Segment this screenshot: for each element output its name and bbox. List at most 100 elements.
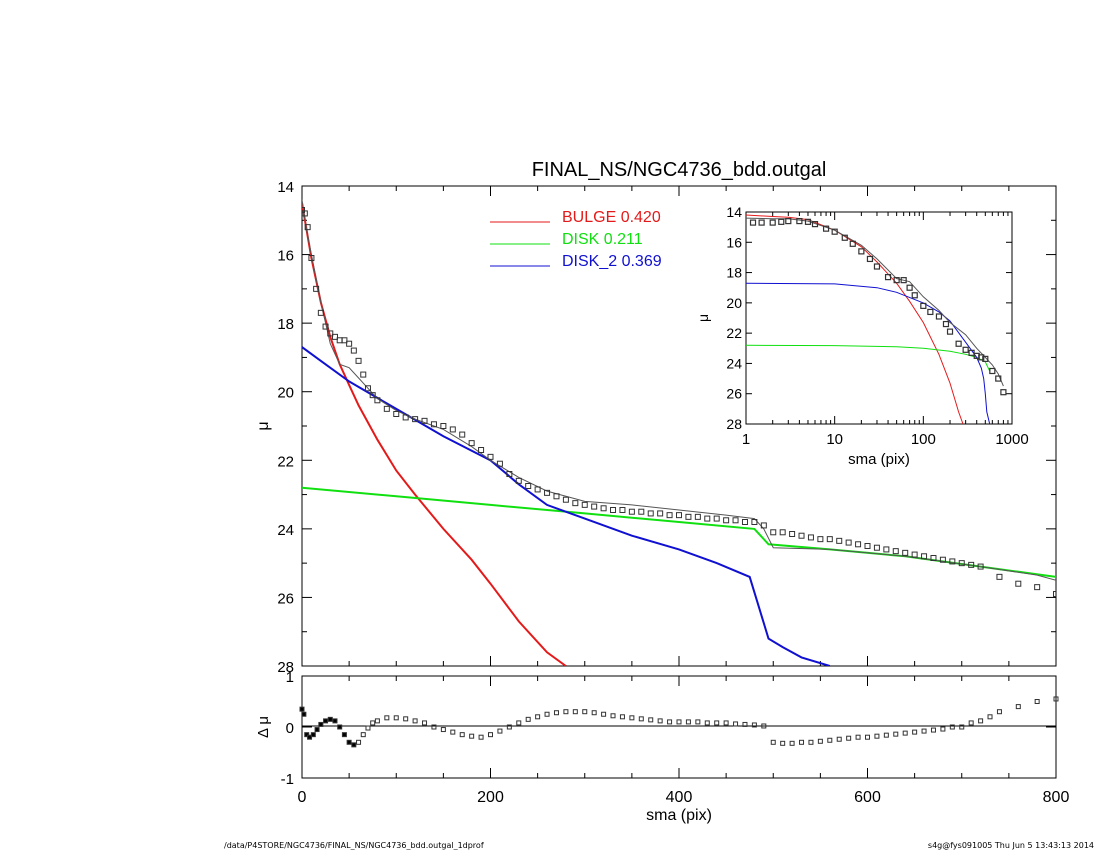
data-point: [1015, 580, 1022, 587]
residual-series-group: [299, 696, 1059, 748]
residual-point: [996, 709, 1002, 715]
inset-data-point: [995, 375, 1002, 382]
inset-data-point: [884, 274, 892, 281]
series-line-disk: [302, 486, 1056, 578]
data-point: [939, 556, 946, 563]
residual-point: [422, 720, 428, 726]
main-plot-panel: 14 16 18 20 22 24 26 28 μ BULGE 0.420 DISK 0.211…: [255, 179, 1057, 676]
inset-data-point: [906, 284, 913, 291]
residual-point: [403, 716, 409, 722]
residual-point: [478, 734, 484, 740]
data-point: [393, 411, 400, 417]
main-series-group: [302, 199, 1056, 666]
residual-point: [601, 711, 607, 717]
data-point: [317, 309, 324, 316]
data-point: [374, 397, 381, 404]
inset-x-tick-label: 10: [826, 431, 843, 448]
residual-point: [497, 728, 503, 734]
residual-point: [341, 732, 347, 738]
inset-data-point: [989, 367, 996, 375]
residual-point: [921, 728, 927, 734]
main-y-axis: 14 16 18 20 22 24 26 28: [277, 179, 1057, 676]
residual-point: [374, 718, 380, 724]
inset-data-point: [927, 308, 934, 316]
residual-point: [714, 720, 720, 726]
residual-point: [874, 733, 880, 739]
data-point: [449, 426, 456, 433]
legend: BULGE 0.420 DISK 0.211 DISK_2 0.369: [490, 209, 662, 270]
residual-point: [318, 721, 324, 727]
data-point: [779, 529, 786, 536]
data-point: [628, 508, 635, 515]
inset-data-point: [811, 221, 819, 228]
residual-point: [968, 720, 974, 726]
residual-point: [307, 734, 313, 740]
residual-point: [610, 713, 616, 719]
y-tick-label: 20: [277, 385, 294, 402]
data-point: [958, 560, 965, 567]
data-point: [553, 493, 560, 500]
data-point: [412, 416, 419, 423]
data-point: [836, 537, 843, 544]
residual-point: [789, 740, 795, 746]
data-point: [562, 496, 569, 503]
data-point: [496, 460, 503, 467]
data-point: [383, 405, 390, 412]
data-point: [892, 548, 899, 555]
residual-point: [301, 711, 307, 717]
residual-point: [930, 727, 936, 733]
series-line-model: [302, 199, 1056, 581]
data-point: [591, 503, 598, 510]
inset-y-tick-label: 26: [726, 386, 742, 402]
residual-point: [553, 710, 559, 716]
residual-point: [780, 740, 786, 746]
data-point: [515, 477, 522, 484]
residual-point: [912, 729, 918, 735]
inset-data-point: [841, 234, 848, 241]
series-line-bulge: [302, 202, 567, 666]
inset-data-point: [749, 219, 757, 226]
data-point: [1053, 591, 1056, 597]
inset-y-axis-label: μ: [695, 314, 711, 322]
residual-point: [332, 718, 338, 724]
inset-data-point: [1000, 389, 1007, 396]
residual-point: [619, 714, 625, 720]
residual-point: [987, 714, 993, 720]
inset-data-point: [911, 292, 918, 299]
data-point: [302, 207, 305, 213]
data-point: [864, 543, 871, 549]
data-point: [817, 536, 824, 543]
legend-label: DISK 0.211: [562, 231, 643, 248]
data-point: [478, 447, 485, 453]
inset-data-point: [858, 248, 865, 255]
data-point: [666, 512, 673, 519]
residual-point: [299, 706, 305, 712]
inset-y-tick-label: 14: [726, 204, 742, 220]
residual-point: [356, 739, 362, 745]
residual-y-tick-label: 0: [286, 720, 294, 737]
inset-data-point: [796, 217, 803, 225]
residual-point: [893, 731, 899, 737]
residual-point: [314, 727, 320, 733]
inset-series-line-disk_2: [746, 282, 991, 424]
inset-data-point: [785, 217, 792, 225]
inset-x-tick-label: 100: [911, 431, 936, 448]
residual-point: [323, 718, 329, 724]
inset-data-point: [900, 277, 907, 284]
inset-data-point: [962, 346, 969, 353]
inset-data-point: [831, 228, 838, 235]
data-point: [676, 512, 682, 519]
residual-point: [360, 732, 366, 738]
chart-title: FINAL_NS/NGC4736_bdd.outgal: [532, 159, 827, 181]
inset-data-point: [935, 313, 943, 320]
data-point: [751, 519, 758, 525]
residual-point: [327, 716, 333, 722]
inset-series-group: [746, 214, 1007, 424]
residual-point: [544, 711, 550, 717]
main-y-axis-label: μ: [255, 421, 272, 430]
legend-label: BULGE 0.420: [562, 209, 661, 226]
y-tick-label: 18: [277, 316, 294, 333]
residual-plot-panel: 10-10 200 400 600 800 Δ μ sma (pix): [255, 669, 1069, 824]
data-point: [619, 507, 626, 513]
footer-timestamp: s4g@fys091005 Thu Jun 5 13:43:13 2014: [928, 841, 1094, 850]
